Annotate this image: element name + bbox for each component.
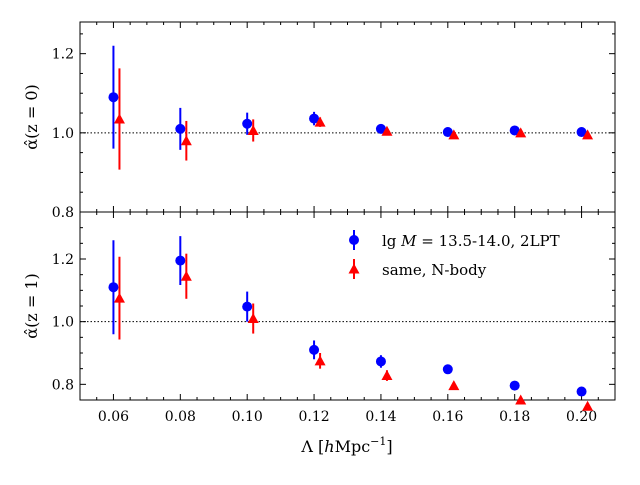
bottom-nbody-point	[381, 370, 393, 381]
xtick-label: 0.10	[232, 409, 263, 425]
top-nbody-point	[381, 125, 393, 136]
data-marks	[108, 45, 594, 411]
top-2lpt-point	[309, 113, 320, 124]
tick-marks	[80, 22, 615, 401]
legend-marker-2lpt	[349, 235, 359, 245]
top-ytick-label: 1.0	[52, 126, 74, 142]
bottom-ytick-label: 1.2	[52, 252, 74, 268]
x-axis-title-suffix: ]	[386, 437, 392, 456]
top-2lpt-point	[442, 127, 453, 138]
top-2lpt-point	[375, 123, 386, 134]
x-axis-title-unit: Mpc	[335, 437, 371, 456]
top-ytick-label: 0.8	[52, 205, 74, 221]
bottom-2lpt-point	[375, 356, 386, 367]
top-2lpt-point	[242, 118, 253, 129]
y-axis-title-top: α̂(z = 0)	[22, 84, 41, 149]
top-nbody-point	[113, 113, 125, 124]
x-axis-title-exponent: −1	[370, 435, 386, 448]
top-2lpt-point	[108, 92, 119, 103]
y-axis-title-bottom: α̂(z = 1)	[22, 273, 41, 338]
legend-label-2lpt: lg M = 13.5-14.0, 2LPT	[382, 232, 560, 250]
legend-label-nbody: same, N-body	[382, 261, 487, 279]
top-nbody-point	[180, 135, 192, 146]
bottom-nbody-point	[515, 394, 527, 405]
xtick-label: 0.08	[165, 409, 196, 425]
top-2lpt-point	[576, 127, 587, 138]
xtick-label: 0.14	[365, 409, 396, 425]
bottom-2lpt-point	[108, 282, 119, 293]
bottom-2lpt-point	[242, 301, 253, 312]
bottom-nbody-point	[247, 313, 259, 324]
bottom-nbody-point	[448, 380, 460, 391]
x-axis-title: Λ [hMpc−1]	[300, 435, 392, 456]
bottom-ytick-label: 0.8	[52, 377, 74, 393]
xtick-label: 0.06	[98, 409, 129, 425]
bottom-nbody-point	[314, 355, 326, 366]
bottom-2lpt-point	[576, 386, 587, 397]
top-2lpt-point	[175, 123, 186, 134]
tick-labels: 0.8 1.0 1.2 0.8 1.0 1.2 0.06 0.08 0.10 0.12 0.14 0.…	[52, 47, 597, 425]
top-nbody-point	[314, 116, 326, 127]
top-nbody-point	[515, 127, 527, 138]
top-nbody-point	[247, 124, 259, 135]
bottom-ytick-label: 1.0	[52, 315, 74, 331]
legend-marker-nbody	[348, 263, 360, 274]
bottom-nbody-point	[582, 400, 594, 411]
xtick-label: 0.16	[432, 409, 463, 425]
bottom-2lpt-point	[509, 380, 520, 391]
xtick-label: 0.18	[499, 409, 530, 425]
x-axis-title-h: h	[324, 437, 334, 456]
bottom-nbody-point	[180, 270, 192, 281]
bottom-2lpt-point	[442, 364, 453, 375]
top-nbody-point	[582, 129, 594, 140]
top-2lpt-point	[509, 125, 520, 136]
bottom-2lpt-point	[309, 344, 320, 355]
xtick-label: 0.20	[566, 409, 597, 425]
x-axis-title-prefix: Λ [	[300, 437, 324, 456]
bottom-2lpt-point	[175, 255, 186, 266]
legend: lg M = 13.5-14.0, 2LPT same, N-body	[348, 230, 560, 279]
top-ytick-label: 1.2	[52, 47, 74, 63]
xtick-label: 0.12	[298, 409, 329, 425]
bottom-nbody-point	[113, 292, 125, 303]
top-panel-frame	[79, 21, 616, 213]
top-nbody-point	[448, 129, 460, 140]
